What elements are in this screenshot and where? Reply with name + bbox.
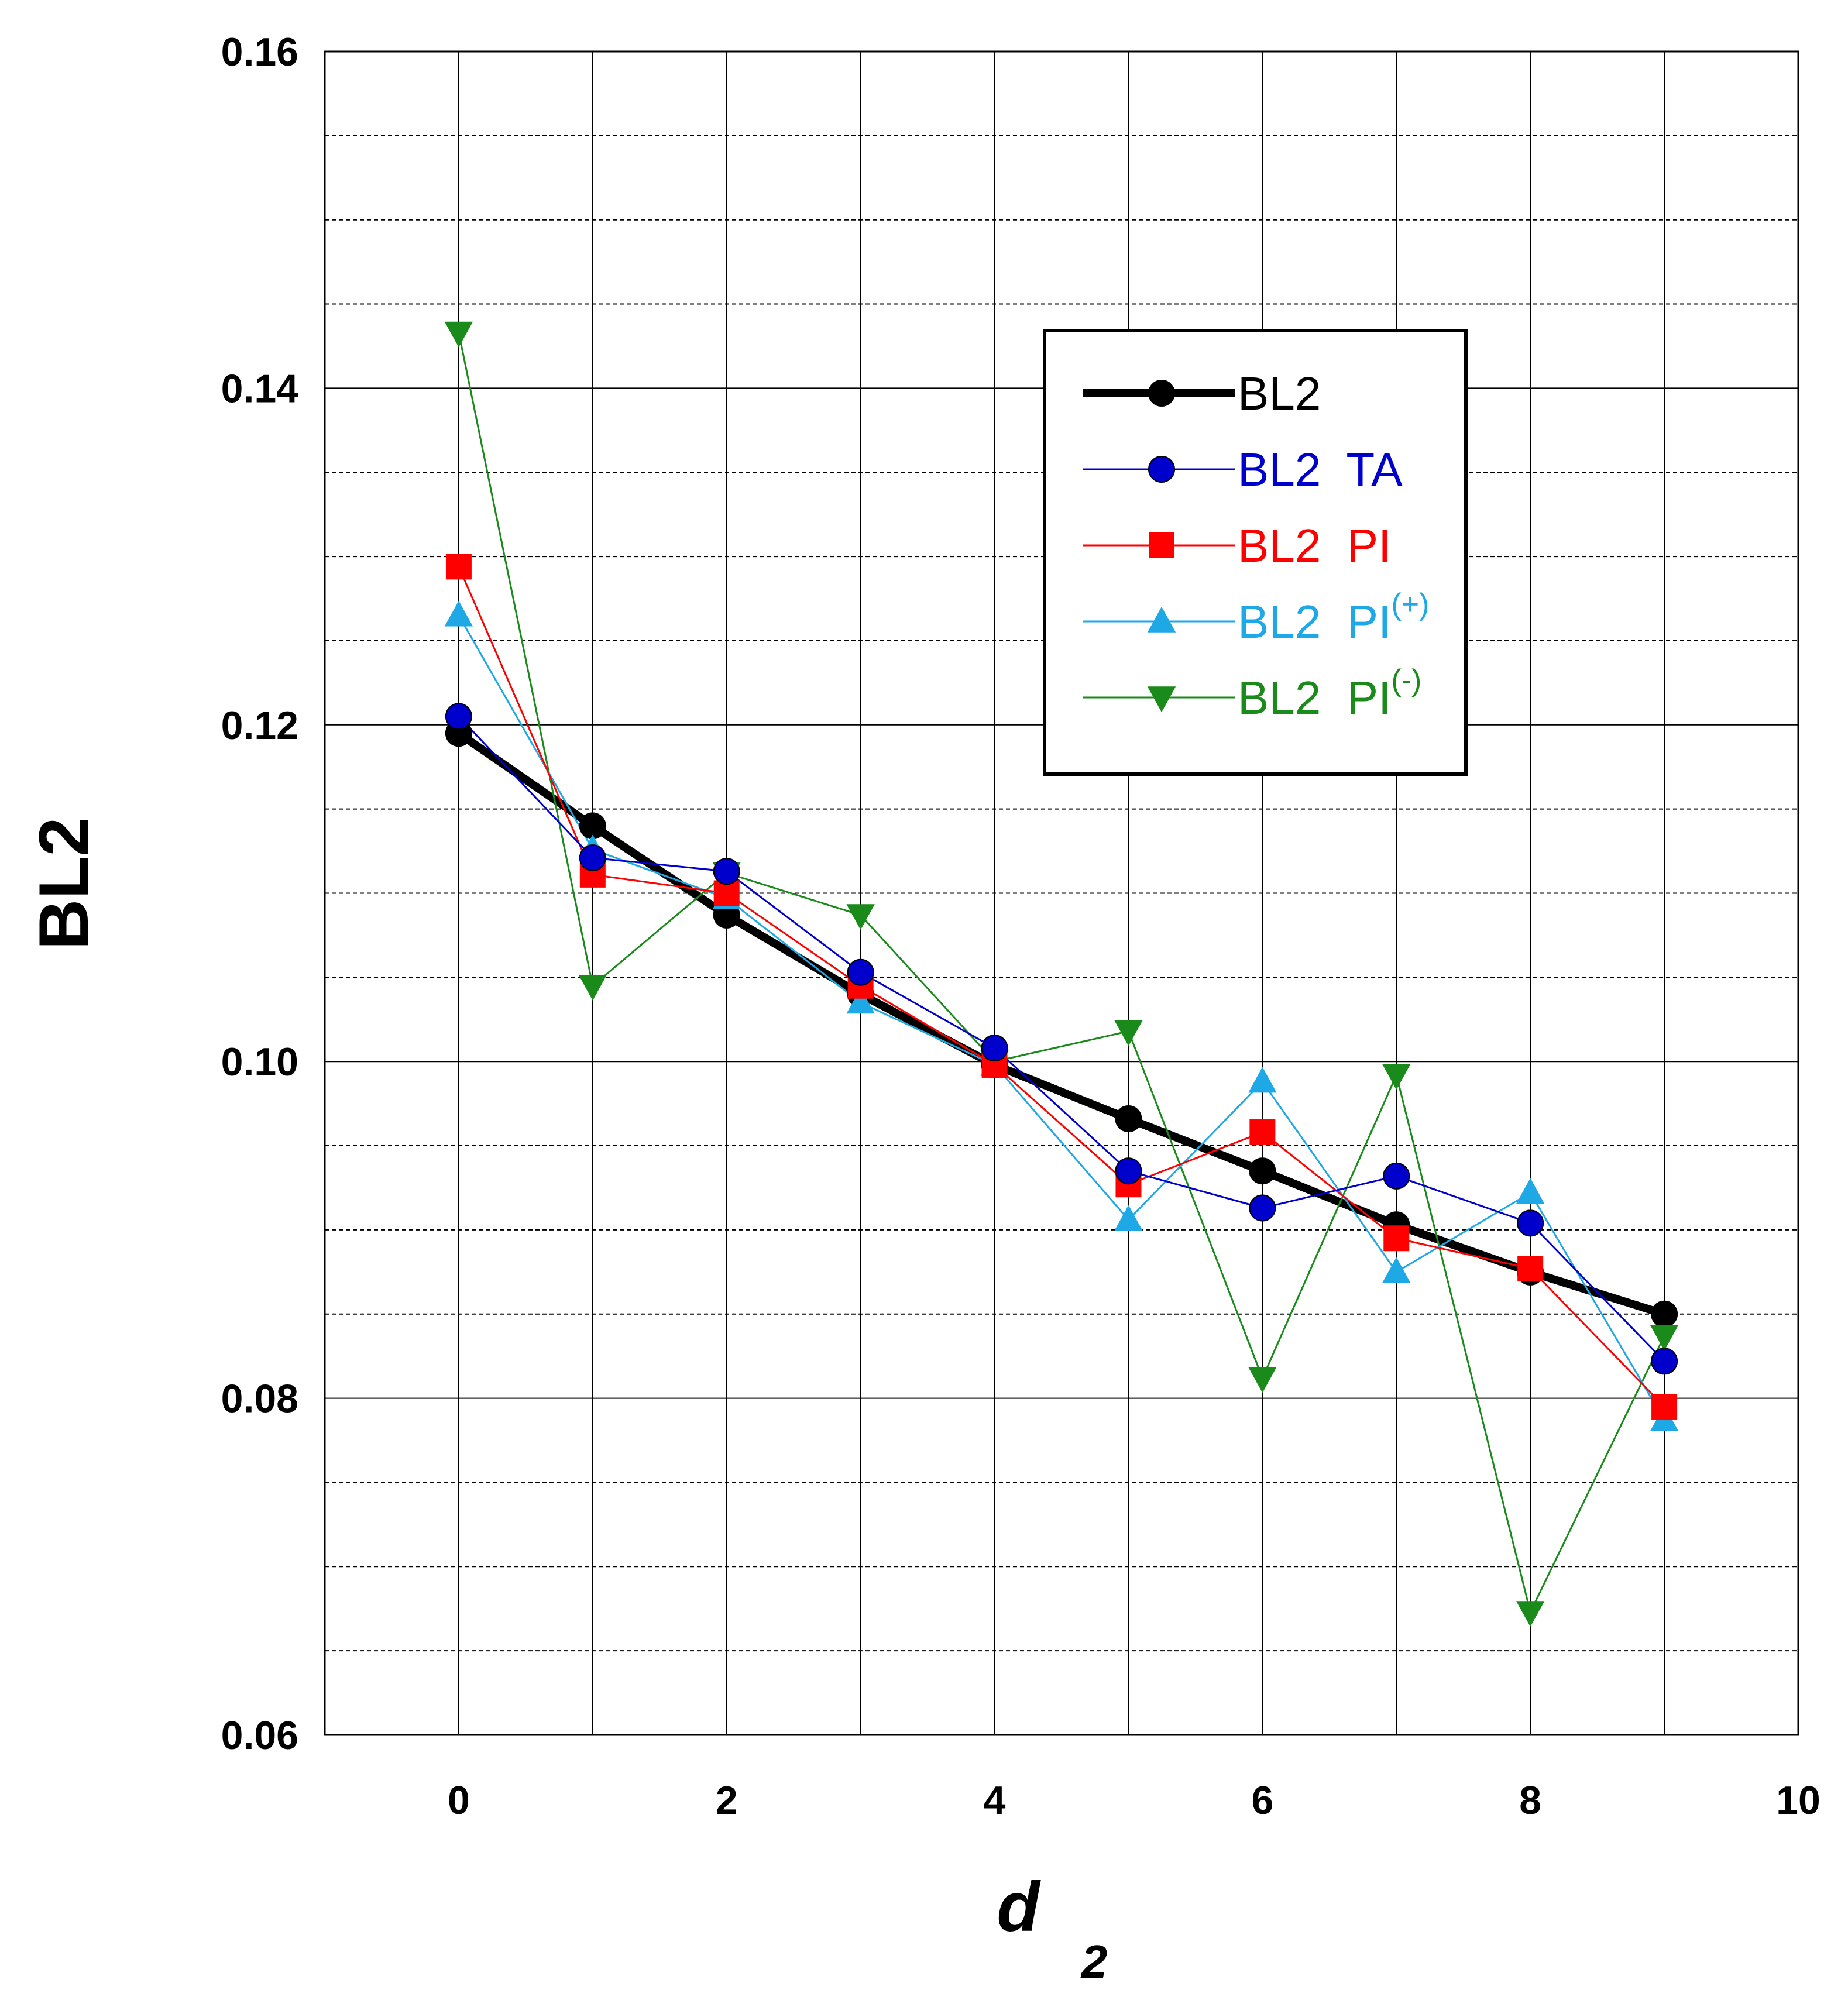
y-tick-label: 0.06 (221, 1713, 298, 1758)
data-point (1383, 1162, 1410, 1190)
data-point (1115, 1157, 1142, 1185)
y-tick-label: 0.12 (221, 703, 298, 748)
x-axis-label: d (997, 1868, 1041, 1946)
data-point (445, 703, 472, 730)
x-tick-label: 8 (1519, 1778, 1541, 1823)
data-point (713, 858, 740, 885)
legend-label: BL2 PI (1238, 520, 1391, 572)
data-point (579, 844, 606, 872)
data-point (1651, 1300, 1678, 1328)
x-tick-label: 4 (984, 1778, 1006, 1823)
x-tick-label: 0 (448, 1778, 470, 1823)
legend-marker (1149, 532, 1174, 558)
data-point (444, 600, 473, 627)
series-line-4 (458, 332, 1665, 1613)
legend-item-0: BL2 (1083, 367, 1321, 420)
x-axis-title: d 2 (997, 1868, 1107, 1988)
legend-marker (1148, 380, 1175, 407)
data-point (1517, 1256, 1544, 1282)
data-point (1516, 1178, 1545, 1204)
data-point (578, 975, 607, 1001)
series-markers-1 (445, 703, 1678, 1375)
x-tick-label: 6 (1251, 1778, 1273, 1823)
data-point (1114, 1020, 1143, 1046)
series-line-2 (458, 566, 1665, 1408)
series-markers-4 (444, 321, 1679, 1627)
legend-marker (1148, 456, 1175, 483)
legend-label-superscript: (+) (1391, 587, 1429, 621)
x-axis-label-subscript: 2 (1080, 1936, 1108, 1988)
x-tick-label: 2 (716, 1778, 738, 1823)
legend-marker (1147, 606, 1176, 633)
data-point (1382, 1257, 1411, 1283)
plot-frame (324, 50, 1799, 1736)
x-tick-label: 10 (1776, 1778, 1820, 1823)
series-markers (444, 321, 1679, 1627)
data-point (1249, 1119, 1276, 1146)
data-point (1651, 1348, 1678, 1375)
data-point (1248, 1067, 1277, 1093)
y-tick-label: 0.10 (221, 1040, 298, 1084)
series-line-0 (456, 730, 1666, 1318)
data-point (1517, 1209, 1544, 1237)
y-axis-label: BL2 (25, 817, 103, 950)
series-line-1 (458, 716, 1665, 1362)
x-tick-labels: 0 2 4 6 8 10 (448, 1778, 1820, 1823)
legend-box (1043, 329, 1468, 776)
data-point (1383, 1225, 1410, 1252)
data-point (1249, 1194, 1276, 1222)
data-point (444, 321, 473, 348)
data-point (445, 554, 472, 580)
legend-label: BL2 (1238, 367, 1321, 420)
legend-label: BL2 TA (1238, 444, 1403, 496)
series-line-3 (458, 615, 1665, 1421)
series-markers-0 (445, 720, 1678, 1328)
y-tick-label: 0.14 (221, 366, 299, 411)
legend-item-4: BL2 PI(-) (1083, 664, 1421, 724)
data-point (1114, 1205, 1143, 1231)
legend-item-1: BL2 TA (1083, 444, 1403, 496)
legend-label-superscript: (-) (1391, 664, 1421, 697)
data-point (846, 988, 875, 1014)
y-tick-label: 0.08 (221, 1377, 298, 1421)
legend-item-2: BL2 PI (1083, 520, 1391, 572)
y-tick-label: 0.16 (221, 30, 298, 74)
data-point (1516, 1601, 1545, 1627)
data-point (1382, 1064, 1411, 1090)
data-point (1115, 1105, 1142, 1133)
data-point (1249, 1157, 1276, 1185)
y-tick-labels: 0.06 0.08 0.10 0.12 0.14 0.16 (221, 30, 299, 1758)
data-point (846, 904, 875, 930)
series-lines (456, 332, 1666, 1613)
data-point (1651, 1393, 1678, 1420)
data-point (1248, 1367, 1277, 1393)
legend-label: BL2 PI(-) (1238, 664, 1421, 724)
data-point (847, 958, 874, 986)
legend-marker (1147, 686, 1176, 713)
data-point (1650, 1325, 1679, 1351)
data-point (981, 1035, 1008, 1062)
